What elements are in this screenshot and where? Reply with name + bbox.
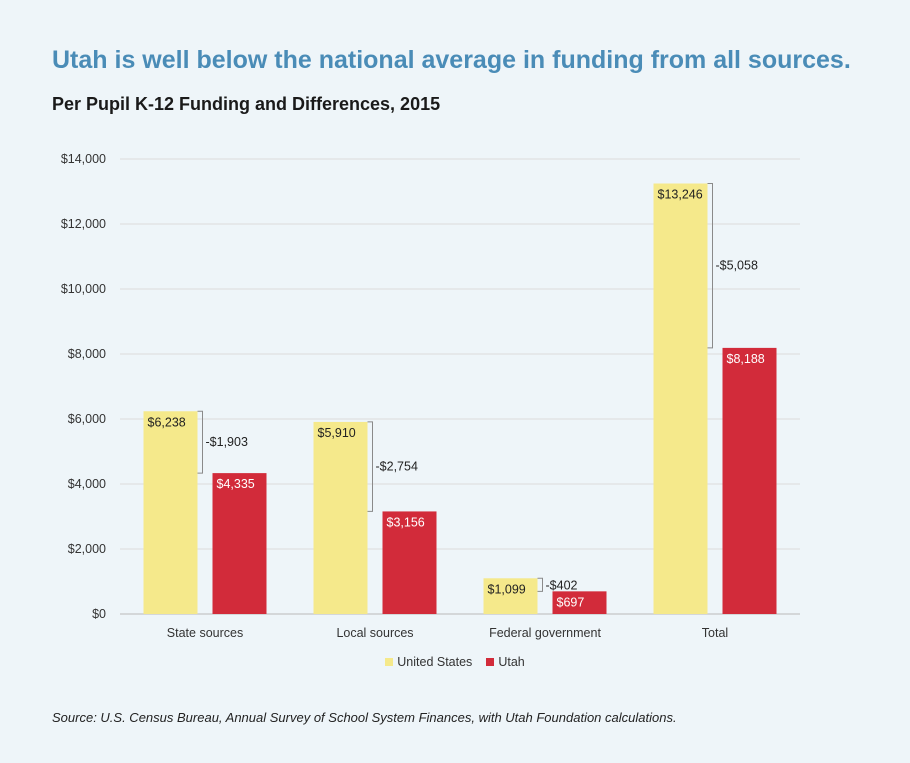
x-tick-label: State sources [167, 626, 243, 640]
bar-united-states [483, 578, 538, 614]
data-label-united-states: $1,099 [488, 582, 526, 596]
difference-label: -$1,903 [206, 435, 248, 449]
chart-subtitle: Per Pupil K-12 Funding and Differences, … [52, 94, 441, 114]
data-label-united-states: $5,910 [318, 426, 356, 440]
y-tick-label: $4,000 [68, 477, 106, 491]
difference-label: -$402 [546, 578, 578, 592]
bar-united-states [143, 411, 198, 614]
bar-united-states [313, 421, 368, 614]
bar-utah [552, 591, 607, 614]
y-tick-label: $12,000 [61, 217, 106, 231]
x-tick-label: Local sources [336, 626, 413, 640]
legend-item-utah: Utah [486, 655, 525, 669]
y-tick-label: $8,000 [68, 347, 106, 361]
y-tick-label: $10,000 [61, 282, 106, 296]
difference-label: -$2,754 [376, 460, 418, 474]
y-tick-label: $6,000 [68, 412, 106, 426]
x-tick-label: Total [702, 626, 728, 640]
bar-utah [382, 511, 437, 614]
difference-bracket [537, 577, 543, 592]
legend-item-us: United States [385, 655, 472, 669]
legend-label-us: United States [397, 655, 473, 669]
difference-bracket [707, 183, 713, 349]
y-tick-label: $2,000 [68, 542, 106, 556]
x-tick-label: Federal government [489, 626, 601, 640]
bar-utah [722, 347, 777, 614]
chart-title: Utah is well below the national average … [52, 46, 851, 74]
data-label-utah: $8,188 [727, 352, 765, 366]
source-note: Source: U.S. Census Bureau, Annual Surve… [52, 710, 677, 725]
y-tick-label: $0 [92, 607, 106, 621]
difference-label: -$5,058 [716, 259, 758, 273]
bar-united-states [653, 183, 708, 614]
data-label-utah: $4,335 [217, 477, 255, 491]
data-label-united-states: $6,238 [148, 415, 186, 429]
data-label-utah: $697 [557, 595, 585, 609]
bar-chart: $0 $2,000 $4,000 $6,000 $8,000 $10,000 $12,000… [61, 152, 800, 640]
chart-legend: United States Utah [0, 655, 910, 669]
difference-bracket [197, 410, 203, 474]
data-label-united-states: $13,246 [658, 188, 703, 202]
legend-swatch-us [385, 658, 394, 666]
legend-label-utah: Utah [498, 655, 525, 669]
legend-swatch-utah [486, 658, 495, 666]
y-tick-label: $14,000 [61, 152, 106, 166]
bar-utah [212, 473, 267, 614]
difference-bracket [367, 421, 373, 512]
data-label-utah: $3,156 [387, 515, 425, 529]
